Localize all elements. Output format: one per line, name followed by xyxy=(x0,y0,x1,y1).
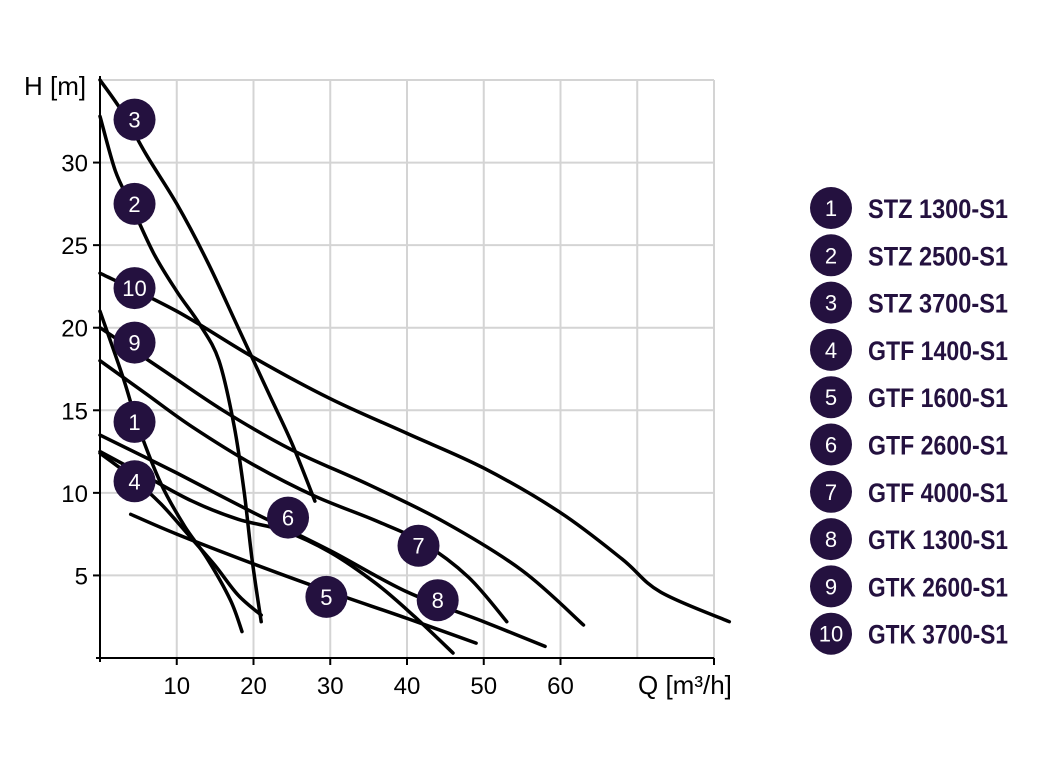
y-tick-label: 20 xyxy=(61,316,88,343)
legend-label: GTF 2600-S1 xyxy=(868,431,1008,461)
badge-circle xyxy=(267,496,310,539)
legend-label: STZ 2500-S1 xyxy=(868,241,1008,271)
curve-7 xyxy=(98,358,509,624)
x-tick-label: 20 xyxy=(240,673,267,700)
curve-badge-3: 3 xyxy=(113,98,156,141)
badge-number: 2 xyxy=(128,192,140,217)
curve-5 xyxy=(128,512,478,645)
legend-badge-number: 1 xyxy=(825,196,837,221)
y-tick-label: 5 xyxy=(75,563,88,590)
badge-circle xyxy=(305,575,348,618)
legend-badge-number: 2 xyxy=(825,243,837,268)
x-tick-label: 40 xyxy=(394,673,421,700)
legend-badge-circle xyxy=(810,376,852,419)
legend-badge-number: 4 xyxy=(825,338,837,363)
legend-badge-number: 8 xyxy=(825,527,837,552)
badge-circle xyxy=(113,98,156,141)
badge-circle xyxy=(113,182,156,225)
badge-number: 1 xyxy=(128,410,140,435)
curve-badge-9: 9 xyxy=(113,321,156,364)
legend-label: GTK 3700-S1 xyxy=(868,620,1008,650)
badge-circle xyxy=(397,524,440,567)
legend-badge-number: 3 xyxy=(825,291,837,316)
legend-item-6: 6 GTF 2600-S1 xyxy=(810,423,1008,466)
legend-label: GTK 2600-S1 xyxy=(868,572,1008,602)
legend-label: GTF 4000-S1 xyxy=(868,478,1008,508)
curve-badge-10: 10 xyxy=(113,267,156,310)
badge-number: 7 xyxy=(412,534,424,559)
badge-number: 8 xyxy=(432,588,444,613)
legend-label: STZ 1300-S1 xyxy=(868,194,1008,224)
badge-number: 10 xyxy=(122,276,146,301)
badge-circle xyxy=(113,460,156,503)
curve-8 xyxy=(98,433,547,649)
badge-circle xyxy=(113,321,156,364)
legend-badge-number: 9 xyxy=(825,574,837,599)
legend-item-10: 10 GTK 3700-S1 xyxy=(810,612,1008,655)
badge-circle xyxy=(113,400,156,443)
legend: 1 STZ 1300-S1 2 STZ 2500-S1 3 STZ 3700-S1 4 GTF… xyxy=(810,187,1008,655)
legend-badge-circle xyxy=(810,187,852,229)
legend-item-3: 3 STZ 3700-S1 xyxy=(810,281,1008,324)
legend-badge-number: 7 xyxy=(825,480,837,505)
curve-badge-8: 8 xyxy=(416,579,459,622)
legend-badge-number: 10 xyxy=(819,622,843,647)
y-tick-label: 10 xyxy=(61,481,88,508)
curve-badge-5: 5 xyxy=(305,575,348,618)
badge-number: 4 xyxy=(128,469,140,494)
badge-number: 6 xyxy=(282,506,294,531)
x-tick-label: 10 xyxy=(163,673,190,700)
legend-label: GTK 1300-S1 xyxy=(868,525,1008,555)
legend-badge-circle xyxy=(810,470,852,513)
x-tick-label: 30 xyxy=(317,673,344,700)
legend-label: STZ 3700-S1 xyxy=(868,289,1008,319)
legend-item-7: 7 GTF 4000-S1 xyxy=(810,470,1008,513)
legend-item-4: 4 GTF 1400-S1 xyxy=(810,328,1008,371)
y-tick-label: 15 xyxy=(61,398,88,425)
x-tick-label: 60 xyxy=(547,673,574,700)
curve-badge-6: 6 xyxy=(267,496,310,539)
x-axis-title: Q [m³/h] xyxy=(638,670,732,700)
curve-10 xyxy=(98,271,732,624)
legend-item-8: 8 GTK 1300-S1 xyxy=(810,518,1008,561)
legend-item-1: 1 STZ 1300-S1 xyxy=(810,187,1008,229)
badge-circle xyxy=(113,267,156,310)
badge-number: 5 xyxy=(320,585,332,610)
curve-badge-7: 7 xyxy=(397,524,440,567)
legend-item-9: 9 GTK 2600-S1 xyxy=(810,565,1008,608)
legend-badge-circle xyxy=(810,234,852,277)
y-axis-title: H [m] xyxy=(24,71,86,101)
curve-badge-4: 4 xyxy=(113,460,156,503)
curves xyxy=(98,78,732,655)
legend-badge-circle xyxy=(810,518,852,561)
curve-9 xyxy=(98,325,586,627)
x-tick-label: 50 xyxy=(470,673,497,700)
legend-badge-number: 5 xyxy=(825,385,837,410)
grid xyxy=(100,79,715,658)
legend-item-5: 5 GTF 1600-S1 xyxy=(810,376,1008,419)
y-tick-label: 30 xyxy=(61,151,88,178)
curve-badge-2: 2 xyxy=(113,182,156,225)
legend-badge-circle xyxy=(810,281,852,324)
legend-label: GTF 1600-S1 xyxy=(868,383,1008,413)
legend-label: GTF 1400-S1 xyxy=(868,336,1008,366)
y-tick-label: 25 xyxy=(61,233,88,260)
legend-badge-circle xyxy=(810,612,852,655)
legend-badge-circle xyxy=(810,423,852,466)
legend-badge-number: 6 xyxy=(825,433,837,458)
legend-item-2: 2 STZ 2500-S1 xyxy=(810,234,1008,277)
badge-number: 3 xyxy=(128,108,140,133)
curve-badges: 1 2 3 4 5 6 7 8 9 10 xyxy=(113,98,459,622)
badge-number: 9 xyxy=(128,331,140,356)
curve-badge-1: 1 xyxy=(113,400,156,443)
legend-badge-circle xyxy=(810,328,852,371)
legend-badge-circle xyxy=(810,565,852,608)
badge-circle xyxy=(416,579,459,622)
